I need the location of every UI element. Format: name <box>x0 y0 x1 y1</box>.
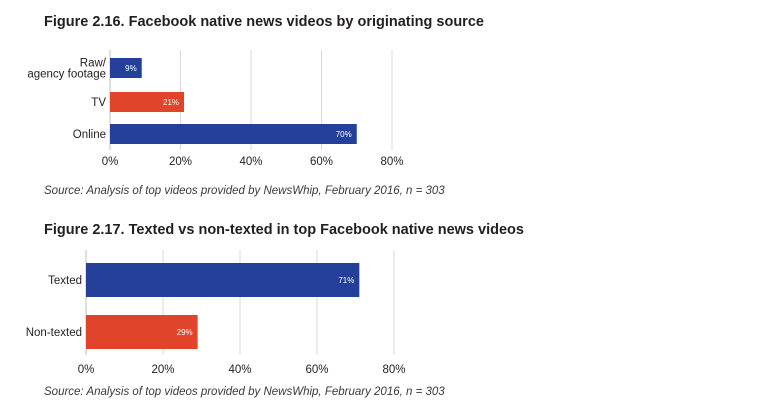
bar <box>110 92 185 112</box>
figure-2-16-title: Figure 2.16. Facebook native news videos… <box>44 14 484 30</box>
bar <box>110 124 357 144</box>
x-tick-label: 0% <box>102 156 119 168</box>
bar <box>110 58 142 78</box>
figure-2-16-source: Source: Analysis of top videos provided … <box>44 185 445 197</box>
x-tick-label: 80% <box>382 364 405 376</box>
category-label: Texted <box>48 275 82 287</box>
bar-data-label: 71% <box>338 276 354 285</box>
category-label: Non-texted <box>26 327 82 339</box>
bar-data-label: 29% <box>177 328 193 337</box>
bar <box>86 315 198 349</box>
x-tick-label: 0% <box>78 364 95 376</box>
x-tick-label: 60% <box>310 156 333 168</box>
bar <box>86 263 360 297</box>
category-label: Raw/ <box>80 58 107 70</box>
x-tick-label: 80% <box>380 156 403 168</box>
x-tick-label: 40% <box>228 364 251 376</box>
category-label: TV <box>91 97 106 109</box>
x-tick-label: 60% <box>305 364 328 376</box>
x-tick-label: 20% <box>169 156 192 168</box>
bar-data-label: 21% <box>163 98 179 107</box>
bar-data-label: 9% <box>125 64 137 73</box>
x-tick-label: 20% <box>151 364 174 376</box>
figure-2-17-title: Figure 2.17. Texted vs non-texted in top… <box>44 222 524 238</box>
bar-data-label: 70% <box>336 130 352 139</box>
x-tick-label: 40% <box>239 156 262 168</box>
category-label: agency footage <box>27 69 106 81</box>
figure-2-16-bar-chart: 0% 20% 40% 60% 80% 9% Raw/agency footage 21% TV 7… <box>27 50 404 168</box>
figure-2-17-source: Source: Analysis of top videos provided … <box>44 386 445 398</box>
category-label: Online <box>73 129 106 141</box>
